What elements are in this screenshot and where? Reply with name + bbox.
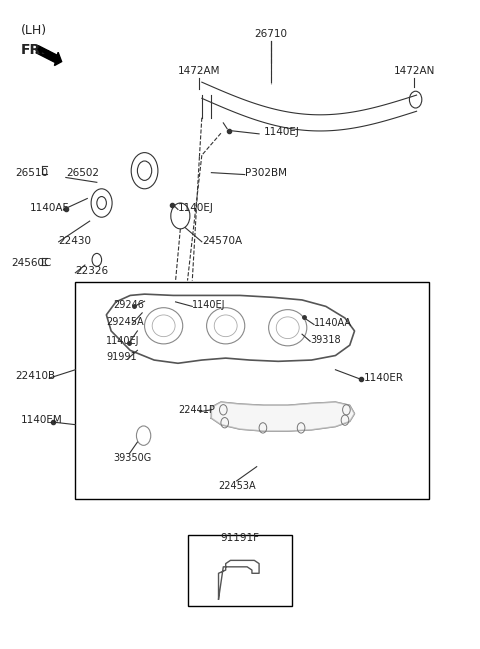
Text: 1140EJ: 1140EJ [178,202,214,213]
Text: 91191F: 91191F [220,533,260,543]
Text: 26710: 26710 [254,29,288,39]
Text: 1140EJ: 1140EJ [192,300,226,310]
Text: 22430: 22430 [59,236,92,246]
Text: 29245A: 29245A [107,317,144,326]
Text: FR.: FR. [21,43,46,57]
Text: 1472AM: 1472AM [178,66,221,76]
Text: 1140AA: 1140AA [314,318,352,328]
Text: (LH): (LH) [21,24,47,37]
Text: 1140AF: 1140AF [30,202,70,213]
Text: P302BM: P302BM [245,168,287,178]
Text: 26502: 26502 [66,168,99,178]
Text: 1140EJ: 1140EJ [107,336,140,346]
Text: 1472AN: 1472AN [394,66,435,76]
Text: 1140ER: 1140ER [364,373,404,383]
Text: 91991: 91991 [107,352,137,362]
FancyArrow shape [36,45,61,66]
Text: 26510: 26510 [16,168,48,178]
Text: 22441P: 22441P [178,405,215,415]
Text: 1140EM: 1140EM [21,415,62,425]
Text: 1140EJ: 1140EJ [264,127,300,137]
Bar [75,282,429,499]
Bar [188,535,292,606]
Text: 39318: 39318 [310,335,341,345]
Text: 22326: 22326 [75,266,108,276]
Text: 29246: 29246 [114,300,144,310]
Text: 22453A: 22453A [218,481,256,491]
Polygon shape [211,402,355,431]
Text: 24560C: 24560C [11,258,51,268]
Text: 24570A: 24570A [202,236,242,246]
Text: 39350G: 39350G [114,454,152,463]
Text: 22410B: 22410B [16,371,56,382]
